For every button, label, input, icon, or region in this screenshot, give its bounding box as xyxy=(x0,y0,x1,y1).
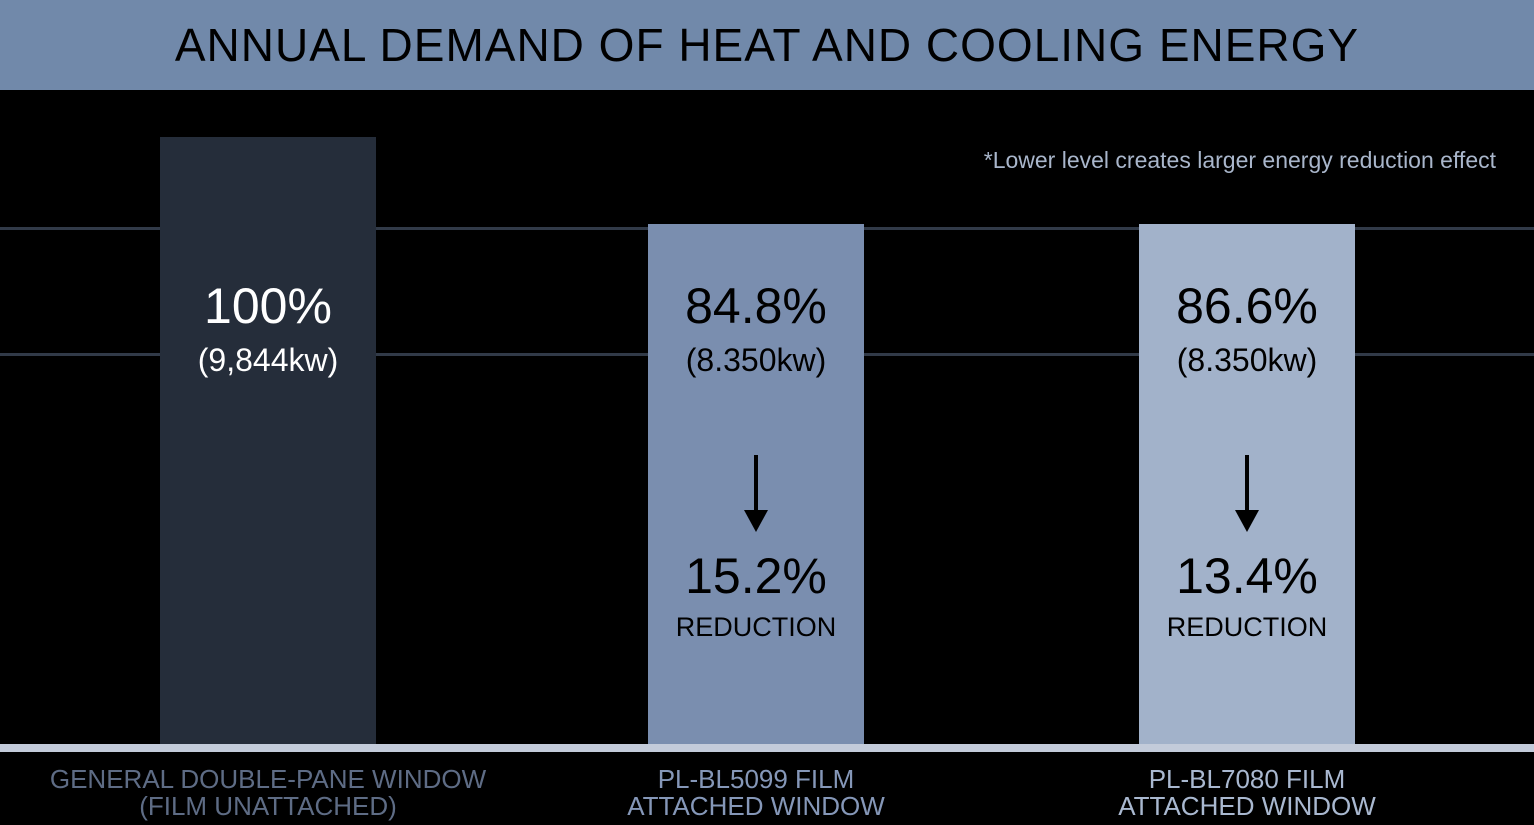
category-label-line1: PL-BL7080 FILM xyxy=(1148,764,1346,794)
down-arrow-head-icon xyxy=(1235,510,1259,532)
bar-energy-label: (8.350kw) xyxy=(685,342,827,378)
category-label-line2: ATTACHED WINDOW xyxy=(627,791,885,821)
bar-value-label: 100% xyxy=(204,278,332,334)
bar-reduction-label: 13.4% xyxy=(1176,548,1318,604)
title-bar: ANNUAL DEMAND OF HEAT AND COOLING ENERGY xyxy=(0,0,1534,90)
bar-reduction-label: 15.2% xyxy=(685,548,827,604)
bar-energy-label: (9,844kw) xyxy=(197,342,339,378)
chart-note: *Lower level creates larger energy reduc… xyxy=(983,147,1496,173)
category-label-2: PL-BL5099 FILM ATTACHED WINDOW xyxy=(516,766,996,820)
down-arrow-head-icon xyxy=(744,510,768,532)
category-label-line2: (FILM UNATTACHED) xyxy=(139,791,397,821)
chart-title: ANNUAL DEMAND OF HEAT AND COOLING ENERGY xyxy=(174,19,1360,71)
bar-3: 86.6% (8.350kw) 13.4% REDUCTION xyxy=(1139,224,1355,744)
category-label-line2: ATTACHED WINDOW xyxy=(1118,791,1376,821)
chart-baseline xyxy=(0,744,1534,752)
bar-reduction-word: REDUCTION xyxy=(1166,612,1328,642)
down-arrow-icon xyxy=(1245,455,1249,515)
bar-reduction-word: REDUCTION xyxy=(675,612,837,642)
category-label-1: GENERAL DOUBLE-PANE WINDOW (FILM UNATTACH… xyxy=(28,766,508,820)
bar-2: 84.8% (8.350kw) 15.2% REDUCTION xyxy=(648,224,864,744)
down-arrow-icon xyxy=(754,455,758,515)
category-label-line1: PL-BL5099 FILM xyxy=(657,764,855,794)
bar-energy-label: (8.350kw) xyxy=(1176,342,1318,378)
bar-1: 100% (9,844kw) xyxy=(160,137,376,744)
category-label-3: PL-BL7080 FILM ATTACHED WINDOW xyxy=(1007,766,1487,820)
bar-value-label: 86.6% xyxy=(1176,278,1318,334)
category-label-line1: GENERAL DOUBLE-PANE WINDOW xyxy=(49,764,487,794)
bar-value-label: 84.8% xyxy=(685,278,827,334)
